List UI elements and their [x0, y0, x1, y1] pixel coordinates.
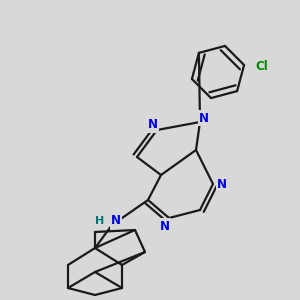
- Text: N: N: [217, 178, 227, 190]
- Text: H: H: [95, 216, 105, 226]
- Text: Cl: Cl: [256, 59, 268, 73]
- Text: N: N: [111, 214, 121, 227]
- Text: N: N: [148, 118, 158, 131]
- Text: N: N: [160, 220, 170, 232]
- Text: N: N: [199, 112, 209, 124]
